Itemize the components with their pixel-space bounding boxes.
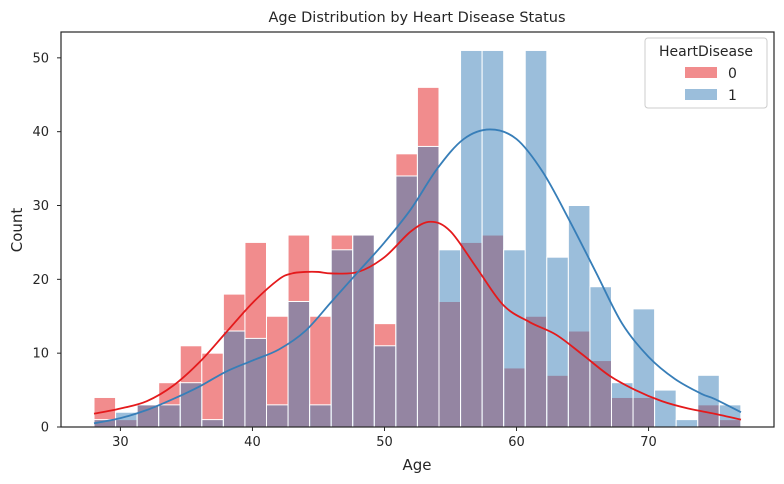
legend-swatch-0 [685,67,717,78]
x-tick-label: 40 [244,435,261,450]
bar-series-1-bin-6 [222,330,246,428]
x-tick-label: 50 [376,435,393,450]
x-axis-label: Age [402,456,431,474]
bar-series-1-bin-18 [481,49,505,428]
bar-series-1-bin-15 [416,145,440,428]
bar-series-1-bin-5 [201,419,224,428]
bar-series-1-bin-3 [158,404,181,428]
bar-series-1-bin-17 [460,49,483,428]
y-tick-label: 30 [32,199,49,214]
legend-label-1: 1 [728,88,737,104]
chart-title: Age Distribution by Heart Disease Status [268,10,565,26]
bar-series-1-bin-24 [610,382,634,428]
bar-series-1-bin-27 [675,419,699,428]
bar-series-1-bin-2 [136,404,160,428]
legend-title: HeartDisease [659,44,753,60]
y-tick-label: 20 [32,273,49,288]
x-tick-label: 70 [640,435,657,450]
y-tick-label: 40 [32,125,49,140]
bar-series-1-bin-10 [309,404,332,428]
bar-series-1-bin-25 [632,308,656,428]
x-tick-label: 60 [508,435,525,450]
bar-series-1-bin-11 [330,249,354,428]
kde-line-series-0 [93,220,742,421]
bar-series-1-bin-19 [503,249,526,428]
bar-series-1-bin-8 [266,404,289,428]
legend-label-0: 0 [728,66,737,82]
y-tick-label: 0 [41,421,49,436]
bar-series-1-bin-28 [697,374,720,428]
bar-series-1-bin-7 [244,337,268,428]
bar-series-1-bin-16 [438,249,462,428]
bar-series-1-bin-20 [524,49,548,428]
bar-series-1-bin-23 [589,286,612,428]
plot-area-frame [60,31,775,428]
y-tick-label: 10 [32,347,49,362]
bar-series-1-bin-26 [654,389,677,428]
kde-line-series-1 [93,128,742,425]
bar-series-1-bin-13 [373,345,397,428]
x-tick-label: 30 [112,435,129,450]
bar-series-1-bin-12 [352,234,375,428]
bar-series-0-bin-5 [201,352,224,428]
bar-series-1-bin-9 [287,300,311,428]
legend: HeartDisease 0 1 [644,37,768,109]
bar-series-1-bin-4 [179,382,203,428]
y-axis-label: Count [8,208,26,253]
y-tick-label: 50 [32,51,49,66]
legend-swatch-1 [685,89,717,100]
